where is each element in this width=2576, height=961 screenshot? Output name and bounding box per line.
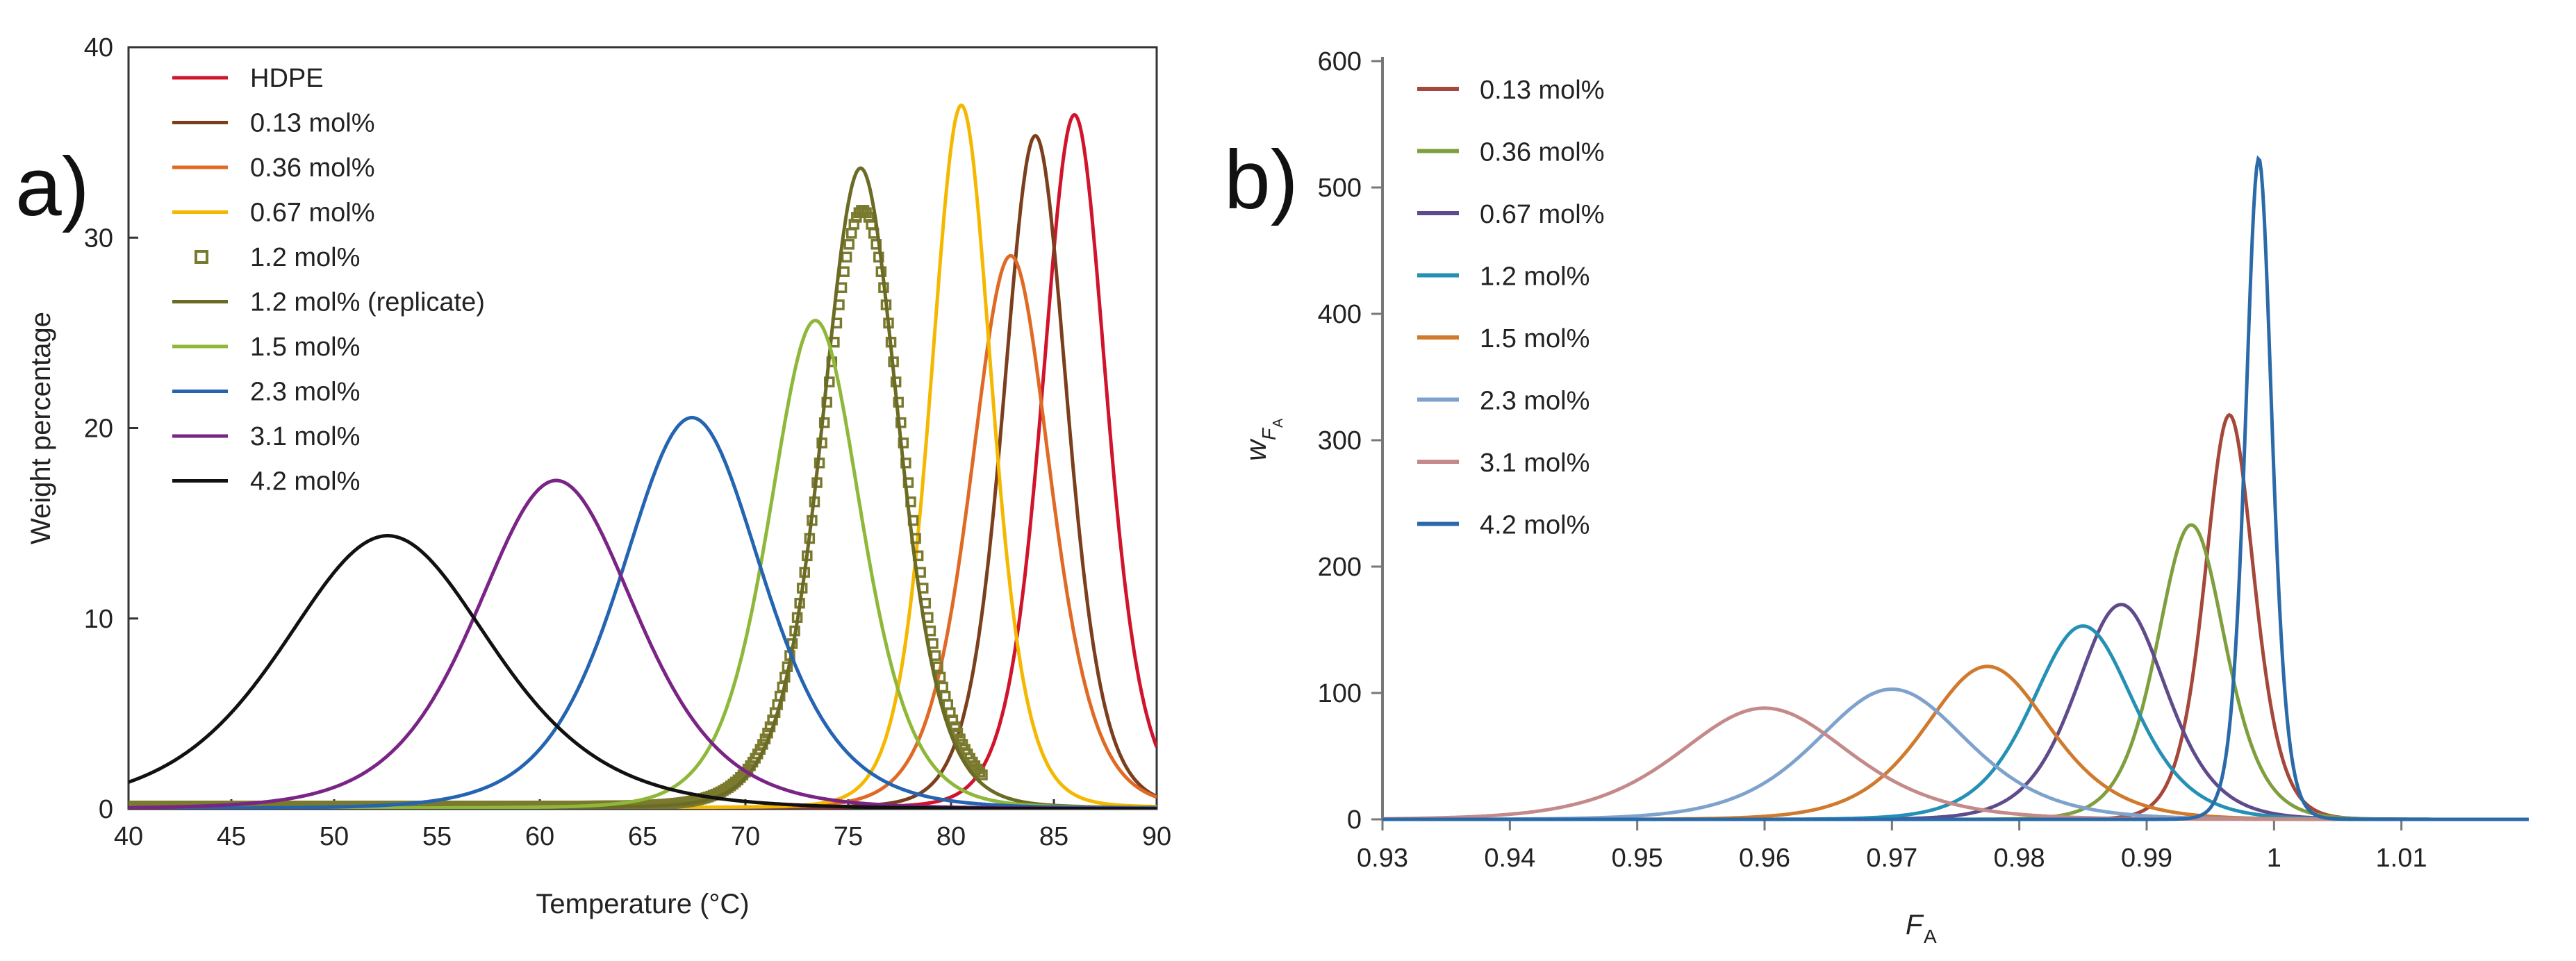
chart-panel-b: 0.93 0.94 0.95 0.96 0.97 0.98 0.99 1 1.01 0 100 200… [1224, 47, 2529, 947]
x-axis-title-sub-b: A [1924, 926, 1937, 947]
x-tick-label-a: 40 [114, 822, 143, 851]
series-b-4-2-mol [1382, 155, 2529, 821]
marker-point [863, 212, 875, 223]
y-tick-label-a: 0 [99, 795, 113, 824]
x-tick-label-b: 1.01 [2376, 844, 2427, 873]
y-tick-label-b: 500 [1318, 174, 1362, 203]
x-tick-label-b: 0.98 [1994, 844, 2045, 873]
y-tick-label-a: 10 [84, 605, 113, 634]
x-axis-title-b: F [1906, 910, 1924, 940]
legend-label-a: 2.3 mol% [250, 378, 360, 407]
y-tick-label-b: 400 [1318, 300, 1362, 329]
legend-label-a: 0.67 mol% [250, 199, 375, 228]
x-tick-label-a: 70 [731, 822, 760, 851]
legend-label-b: 0.36 mol% [1480, 138, 1605, 167]
x-tick-label-b: 0.95 [1612, 844, 1663, 873]
marker-point [947, 715, 959, 726]
x-tick-label-b: 0.96 [1739, 844, 1790, 873]
marker-point [937, 681, 948, 693]
legend-label-b: 0.67 mol% [1480, 200, 1605, 229]
marker-point [841, 251, 852, 263]
marker-point [821, 396, 832, 408]
x-tick-label-a: 85 [1039, 822, 1068, 851]
legend-label-b: 3.1 mol% [1480, 449, 1590, 478]
x-tick-label-b: 0.97 [1866, 844, 1917, 873]
series-a-4-2-mol [129, 534, 1157, 809]
marker-point [974, 767, 986, 778]
panel-label-b: b) [1224, 133, 1298, 226]
marker-point [977, 769, 988, 780]
y-tick-label-b: 600 [1318, 47, 1362, 76]
x-tick-label-a: 75 [834, 822, 863, 851]
x-tick-label-a: 45 [217, 822, 246, 851]
x-tick-label-b: 0.94 [1484, 844, 1535, 873]
x-tick-label-a: 90 [1142, 822, 1171, 851]
legend-label-a: 1.5 mol% [250, 333, 360, 362]
y-tick-label-b: 300 [1318, 426, 1362, 456]
y-tick-label-a: 40 [84, 33, 113, 62]
marker-point [952, 728, 964, 739]
legend-label-b: 2.3 mol% [1480, 387, 1590, 416]
marker-point [845, 228, 857, 239]
y-tick-label-a: 20 [84, 415, 113, 444]
x-tick-label-b: 0.99 [2121, 844, 2172, 873]
legend-label-b: 4.2 mol% [1480, 511, 1590, 540]
x-tick-label-a: 80 [936, 822, 966, 851]
legend-label-a: 4.2 mol% [250, 467, 360, 496]
series-b-1-2-mol [1382, 624, 2529, 821]
series-b-1-5-mol [1382, 665, 2529, 821]
marker-point [843, 239, 854, 250]
legend-label-a: 0.13 mol% [250, 109, 375, 138]
legend-label-b: 1.2 mol% [1480, 262, 1590, 292]
x-tick-label-b: 1 [2267, 844, 2281, 873]
legend-label-a: 0.36 mol% [250, 153, 375, 183]
y-tick-label-a: 30 [84, 224, 113, 253]
marker-point [848, 219, 860, 230]
x-tick-label-a: 55 [422, 822, 452, 851]
marker-point [839, 266, 850, 277]
y-axis-title-sub-b: F [1258, 427, 1280, 440]
y-tick-label-b: 200 [1318, 553, 1362, 582]
x-tick-label-b: 0.93 [1357, 844, 1408, 873]
legend-label-a: 3.1 mol% [250, 422, 360, 451]
marker-point [939, 690, 951, 702]
panel-label-a: a) [15, 140, 90, 233]
y-axis-title-a: Weight percentage [26, 312, 56, 544]
x-axis-title-a: Temperature (°C) [536, 889, 749, 919]
legend-label-a: 1.2 mol% [250, 243, 360, 272]
x-tick-label-a: 65 [628, 822, 657, 851]
series-a-2-3-mol [129, 415, 1157, 809]
y-tick-label-b: 0 [1347, 805, 1362, 835]
chart-panel-a: 40 45 50 55 60 65 70 75 80 85 90 0 10 20 30 40 Temperatu… [15, 33, 1171, 919]
y-axis-title-main-b: w [1239, 438, 1272, 461]
series-b-0-67-mol [1382, 603, 2529, 821]
legend-label-a: 1.2 mol% (replicate) [250, 288, 485, 317]
marker-point [898, 437, 909, 449]
legend-label-b: 1.5 mol% [1480, 324, 1590, 353]
y-axis-title-subsub-b: A [1271, 418, 1286, 428]
y-axis-title-b: wFA [1239, 418, 1286, 461]
marker-point [950, 721, 961, 733]
legend-marker-a [195, 250, 208, 264]
x-tick-label-a: 50 [320, 822, 349, 851]
marker-point [955, 733, 966, 744]
x-tick-label-a: 60 [525, 822, 554, 851]
legend-label-b: 0.13 mol% [1480, 76, 1605, 105]
marker-point [930, 650, 941, 661]
series-b-0-36-mol [1382, 523, 2529, 821]
y-tick-label-b: 100 [1318, 679, 1362, 708]
legend-label-a: HDPE [250, 64, 324, 93]
